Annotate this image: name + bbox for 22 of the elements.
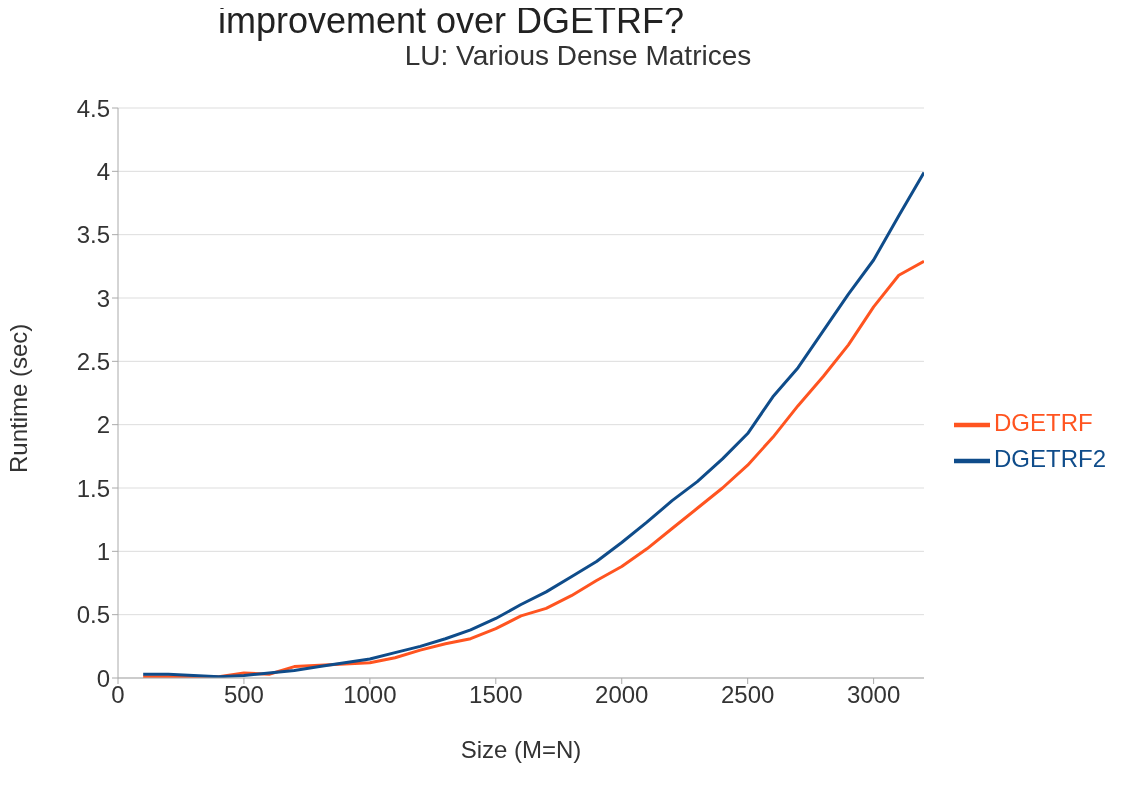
y-tick-label: 1 — [96, 537, 110, 565]
y-tick-label: 4 — [96, 157, 110, 185]
y-tick-label: 3.5 — [76, 221, 110, 249]
line-series — [141, 171, 924, 678]
y-tick-label: 4.5 — [76, 94, 110, 122]
legend-label: DGETRF — [993, 409, 1093, 437]
chart-title: LU: Various Dense Matrices — [404, 40, 753, 72]
x-tick-label: 1000 — [343, 681, 397, 709]
x-axis-title: Size (M=N) — [460, 736, 582, 763]
x-tick-label: 2000 — [595, 681, 649, 709]
y-tick-label: 3 — [96, 284, 110, 312]
y-tick-label: 2 — [96, 411, 110, 439]
x-tick-label: 2500 — [720, 681, 775, 709]
legend-label: DGETRF2 — [993, 445, 1106, 473]
y-tick-label: 0 — [96, 664, 110, 692]
y-tick-label: 0.5 — [76, 601, 110, 629]
x-tick-label: 1500 — [469, 681, 523, 709]
y-tick-label: 1.5 — [76, 474, 110, 502]
x-tick-label: 3000 — [846, 681, 901, 709]
y-tick-label: 2.5 — [76, 347, 110, 375]
x-tick-label: 500 — [223, 681, 264, 709]
y-axis-title: Runtime (sec) — [4, 323, 32, 473]
